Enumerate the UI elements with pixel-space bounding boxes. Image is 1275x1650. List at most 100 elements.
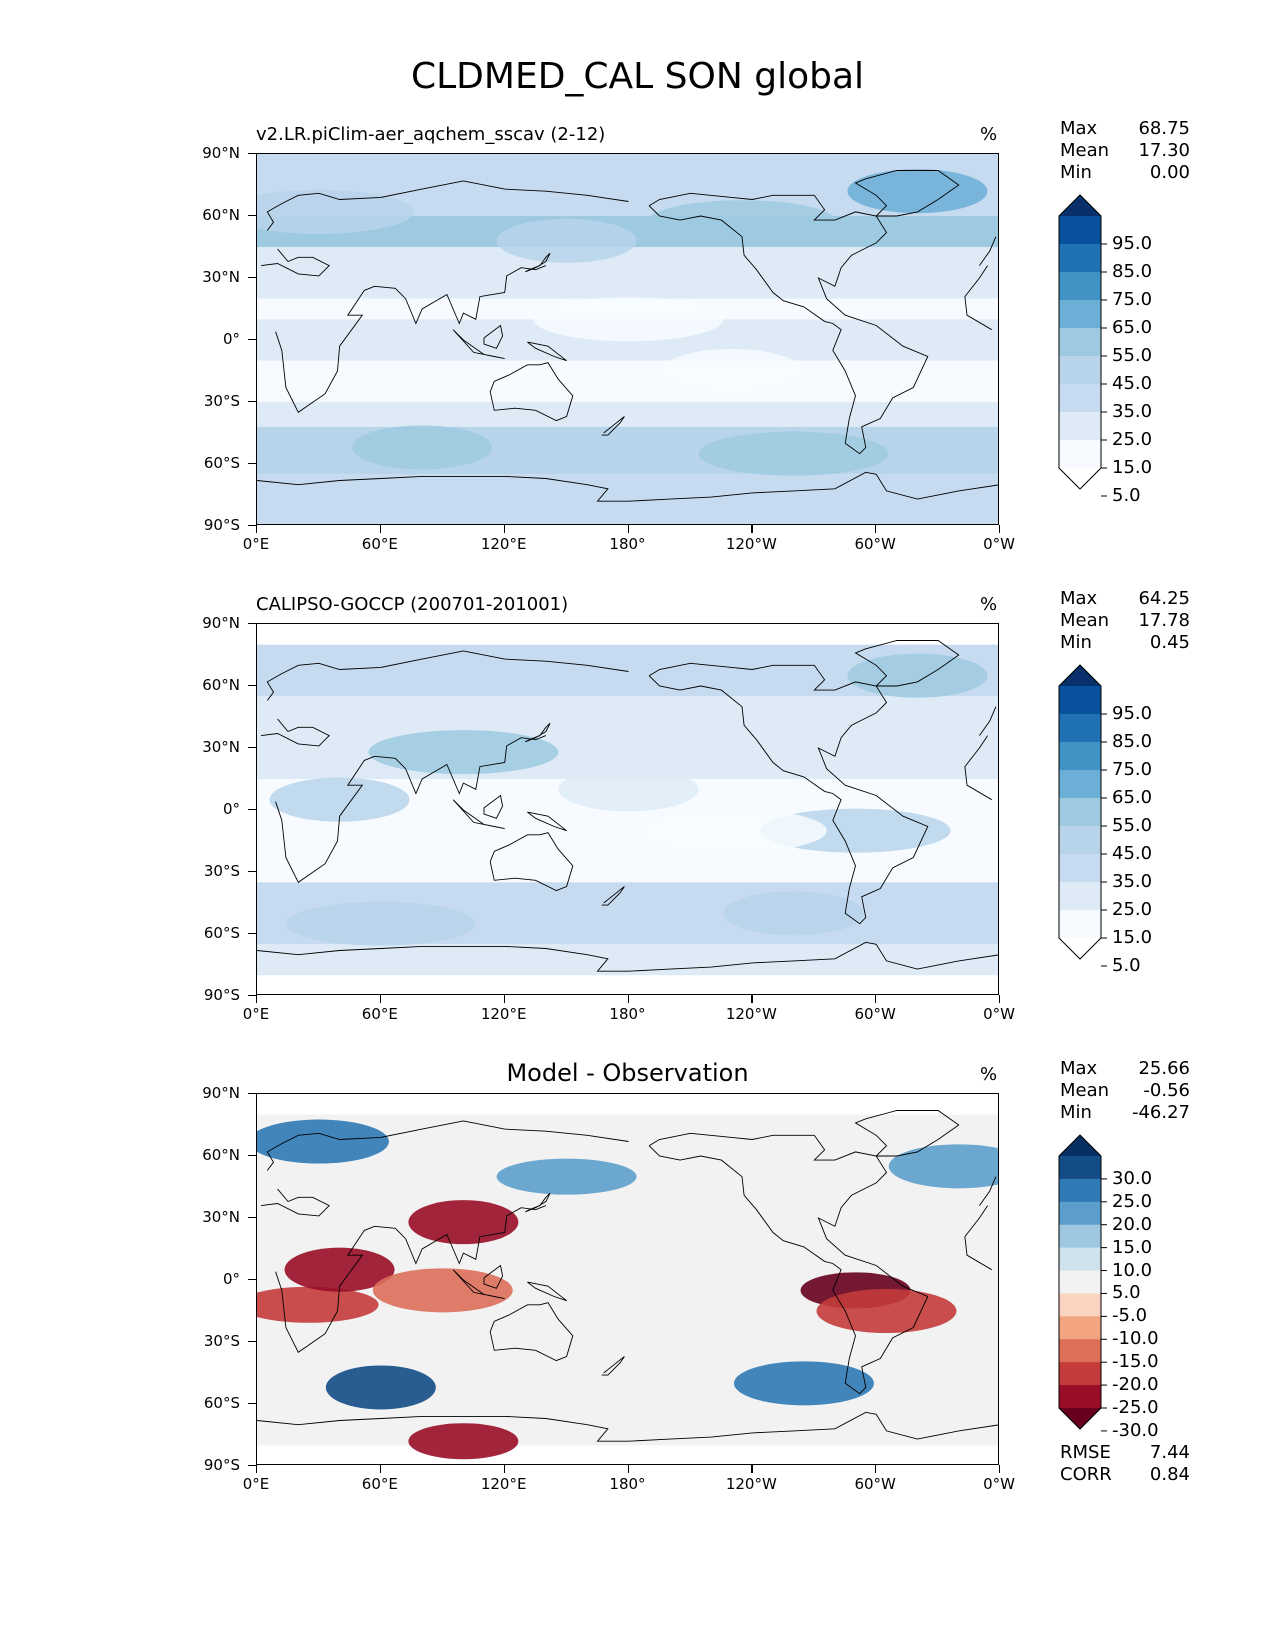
cloud-feature xyxy=(847,169,988,214)
coastline xyxy=(601,416,625,436)
y-tick-label: 0° xyxy=(222,800,240,818)
colorbar-segment xyxy=(1059,1247,1101,1272)
mean-value: 17.30 xyxy=(1138,140,1190,161)
y-tick-mark xyxy=(248,933,256,935)
coastline xyxy=(483,1264,504,1289)
map-plot-model xyxy=(256,153,999,525)
max-label: Max xyxy=(1060,588,1098,609)
x-tick-mark xyxy=(256,525,258,533)
y-tick-mark xyxy=(248,1403,256,1405)
mean-label: Mean xyxy=(1060,610,1110,631)
negative-anomaly xyxy=(408,1200,519,1245)
colorbar-segment xyxy=(1059,216,1101,245)
y-tick-mark xyxy=(248,995,256,997)
mean-value: 17.78 xyxy=(1138,610,1190,631)
cloud-feature xyxy=(257,189,414,234)
y-tick-label: 0° xyxy=(222,330,240,348)
coastline xyxy=(525,1192,551,1213)
y-tick-label: 60°S xyxy=(203,924,240,942)
y-tick-mark xyxy=(248,1093,256,1095)
y-tick-label: 60°N xyxy=(202,1146,240,1164)
colorbar-segment xyxy=(1059,412,1101,441)
colorbar-segment xyxy=(1059,1339,1101,1363)
y-tick-label: 60°S xyxy=(203,1394,240,1412)
colorbar-segment xyxy=(1059,714,1101,743)
x-tick-mark xyxy=(379,1465,382,1473)
colorbar-segment xyxy=(1059,328,1101,357)
colorbar-label: 30.0 xyxy=(1112,1167,1153,1189)
coastline xyxy=(261,718,992,883)
colorbar-label: 45.0 xyxy=(1112,373,1153,394)
y-tick-label: 60°S xyxy=(203,454,240,472)
x-tick-mark xyxy=(999,995,1001,1003)
coastline xyxy=(483,324,504,349)
colorbar-label: -10.0 xyxy=(1112,1328,1159,1350)
colorbar-label: 25.0 xyxy=(1112,899,1153,920)
colorbar-segment xyxy=(1059,384,1101,413)
x-tick-label: 0°E xyxy=(242,535,270,553)
cloud-feature xyxy=(723,891,864,936)
x-tick-mark xyxy=(256,1465,258,1473)
colorbar-label: 35.0 xyxy=(1112,871,1153,892)
cloud-feature xyxy=(847,653,988,698)
cloud-feature xyxy=(269,777,410,822)
map-svg xyxy=(257,624,998,994)
y-tick-mark xyxy=(248,1341,256,1343)
x-tick-label: 60°E xyxy=(361,1005,398,1023)
min-value: 0.45 xyxy=(1149,632,1190,653)
y-tick-label: 90°N xyxy=(202,1084,240,1102)
x-tick-label: 0°W xyxy=(983,535,1015,553)
x-tick-label: 60°E xyxy=(361,1475,398,1493)
negative-anomaly xyxy=(372,1268,513,1313)
map-plot-observation xyxy=(256,623,999,995)
colorbar-segment xyxy=(1059,770,1101,799)
corr-label: CORR xyxy=(1060,1464,1112,1485)
coastline xyxy=(489,362,574,422)
colorbar-segment xyxy=(1059,1316,1101,1340)
x-tick-mark xyxy=(503,525,505,533)
y-tick-label: 0° xyxy=(222,1270,240,1288)
colorbar-segment xyxy=(1059,826,1101,855)
map-plot-difference xyxy=(256,1093,999,1465)
cloud-feature xyxy=(496,218,637,263)
colorbar-segment xyxy=(1059,1224,1101,1249)
x-tick-mark xyxy=(751,995,753,1003)
y-tick-label: 90°S xyxy=(203,986,240,1004)
colorbar-label: -20.0 xyxy=(1112,1374,1159,1396)
colorbar-label: 25.0 xyxy=(1112,1190,1153,1212)
x-tick-label: 60°W xyxy=(854,1475,896,1493)
x-tick-mark xyxy=(875,1465,877,1473)
min-value: 0.00 xyxy=(1149,162,1190,183)
negative-anomaly xyxy=(284,1247,395,1292)
map-svg xyxy=(257,154,998,524)
colorbar-extend-max xyxy=(1059,195,1101,216)
cloud-feature xyxy=(533,297,724,342)
cloud-feature xyxy=(368,730,559,775)
min-value: -46.27 xyxy=(1131,1102,1190,1123)
y-tick-mark xyxy=(248,623,256,625)
y-tick-mark xyxy=(248,153,256,155)
y-tick-label: 60°N xyxy=(202,676,240,694)
max-value: 68.75 xyxy=(1138,118,1190,139)
min-label: Min xyxy=(1060,1102,1092,1123)
y-tick-label: 30°N xyxy=(202,738,240,756)
colorbar-segment xyxy=(1059,440,1101,469)
panel-difference: Model - Observation % Max 25.66 Mean -0.56… xyxy=(0,940,1275,1493)
colorbar-label: 85.0 xyxy=(1112,731,1153,752)
x-tick-mark xyxy=(379,995,382,1003)
colorbar-label: -15.0 xyxy=(1112,1351,1159,1373)
x-tick-mark xyxy=(999,525,1001,533)
corr-value: 0.84 xyxy=(1149,1464,1190,1485)
y-tick-label: 90°N xyxy=(202,144,240,162)
colorbar-segment xyxy=(1059,1293,1101,1317)
colorbar-segment xyxy=(1059,1156,1101,1180)
y-tick-mark xyxy=(248,1155,256,1157)
x-tick-mark xyxy=(379,525,382,533)
x-tick-mark xyxy=(627,1465,629,1473)
y-tick-label: 90°S xyxy=(203,516,240,534)
panel-model: v2.LR.piClim-aer_aqchem_sscav (2-12) % M… xyxy=(0,0,1275,553)
x-tick-label: 120°E xyxy=(480,535,527,553)
colorbar-label: 5.0 xyxy=(1112,1282,1141,1304)
colorbar-extend-min xyxy=(1059,938,1101,959)
min-label: Min xyxy=(1060,632,1092,653)
